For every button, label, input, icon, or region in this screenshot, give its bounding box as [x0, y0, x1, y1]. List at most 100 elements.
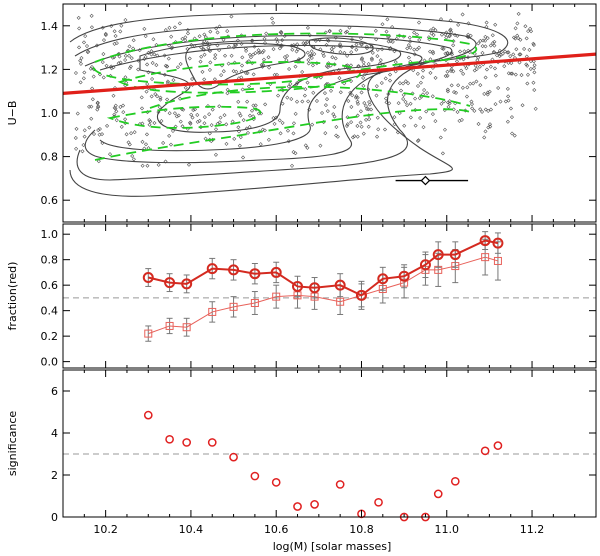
scatter-point: [323, 131, 328, 136]
scatter-point: [238, 113, 243, 118]
scatter-point: [338, 42, 343, 47]
scatter-point: [378, 58, 383, 63]
scatter-point: [338, 90, 343, 95]
scatter-point: [144, 132, 149, 137]
scatter-point: [159, 119, 164, 124]
scatter-point: [462, 49, 467, 54]
x-axis-label: log(M) [solar masses]: [273, 540, 392, 553]
scatter-point: [176, 113, 181, 118]
scatter-point: [325, 109, 330, 114]
scatter-point: [416, 138, 421, 143]
scatter-point: [309, 49, 314, 54]
scatter-point: [509, 115, 514, 120]
scatter-point: [532, 87, 537, 93]
scatter-point: [306, 99, 311, 104]
scatter-point: [387, 101, 392, 106]
significance-point: [165, 434, 174, 444]
scatter-point: [143, 54, 148, 59]
scatter-point: [163, 63, 168, 68]
scatter-point: [256, 50, 261, 55]
scatter-point: [320, 51, 326, 56]
scatter-point: [191, 107, 196, 113]
y-axis-label: U−B: [6, 101, 19, 126]
scatter-point: [137, 48, 142, 53]
scatter-point: [330, 55, 335, 60]
scatter-point: [469, 99, 474, 104]
scatter-point: [430, 49, 435, 54]
scatter-point: [180, 36, 185, 41]
scatter-point: [232, 136, 237, 141]
scatter-point: [392, 115, 397, 120]
scatter-point: [81, 143, 86, 148]
square-point: [481, 253, 490, 262]
scatter-point: [362, 101, 367, 106]
scatter-point: [253, 51, 258, 56]
scatter-point: [237, 111, 242, 116]
scatter-point: [154, 63, 159, 68]
scatter-point: [158, 97, 163, 102]
scatter-point: [345, 122, 350, 127]
square-point: [272, 292, 281, 301]
scatter-point: [524, 54, 529, 59]
scatter-point: [119, 124, 124, 129]
scatter-point: [251, 72, 256, 77]
red-sequence-divider: [62, 52, 597, 95]
x-tick-label: 11.0: [435, 523, 460, 536]
y-tick-label: 6: [51, 385, 58, 398]
scatter-point: [407, 35, 412, 40]
scatter-point: [107, 152, 113, 157]
contour-line: [99, 44, 423, 152]
dashed-contour-line: [94, 108, 471, 161]
scatter-point: [150, 60, 155, 65]
y-tick-label: 4: [51, 427, 58, 440]
scatter-point: [202, 77, 207, 82]
scatter-point: [366, 62, 371, 67]
scatter-point: [87, 125, 92, 130]
scatter-point: [165, 80, 170, 85]
scatter-point: [459, 117, 464, 122]
y-axis-label: significance: [6, 411, 19, 477]
scatter-point: [445, 87, 450, 92]
scatter-point: [364, 117, 369, 122]
scatter-point: [155, 94, 160, 99]
scatter-point: [408, 45, 413, 50]
scatter-point: [290, 47, 295, 52]
scatter-point: [139, 106, 145, 111]
scatter-point: [270, 16, 275, 21]
scatter-point: [396, 101, 401, 106]
significance-point: [374, 497, 383, 507]
circle-point: [228, 264, 240, 276]
scatter-point: [322, 91, 327, 96]
scatter-point: [224, 122, 229, 127]
scatter-point: [496, 85, 501, 91]
scatter-point: [420, 75, 425, 80]
scatter-point: [89, 13, 94, 18]
scatter-point: [355, 123, 360, 128]
scatter-point: [208, 60, 213, 65]
scatter-point: [367, 117, 372, 122]
scatter-point: [100, 132, 105, 137]
scatter-point: [240, 55, 245, 60]
scatter-point: [324, 97, 330, 102]
scatter-point: [310, 63, 315, 68]
scatter-point: [488, 107, 493, 112]
significance-point: [293, 502, 302, 511]
scatter-point: [245, 99, 250, 104]
scatter-point: [76, 15, 81, 20]
scatter-point: [147, 122, 152, 127]
scatter-point: [355, 134, 360, 139]
scatter-point: [75, 111, 80, 116]
scatter-point: [79, 56, 84, 61]
scatter-point: [474, 79, 479, 84]
scatter-point: [515, 21, 520, 26]
scatter-point: [383, 76, 388, 81]
scatter-point: [225, 91, 230, 96]
scatter-point: [101, 52, 106, 57]
scatter-point: [482, 135, 487, 140]
scatter-point: [208, 29, 213, 34]
scatter-point: [285, 53, 290, 59]
scatter-point: [197, 34, 202, 39]
scatter-point: [532, 63, 537, 68]
scatter-point: [384, 29, 389, 34]
scatter-point: [414, 32, 420, 37]
